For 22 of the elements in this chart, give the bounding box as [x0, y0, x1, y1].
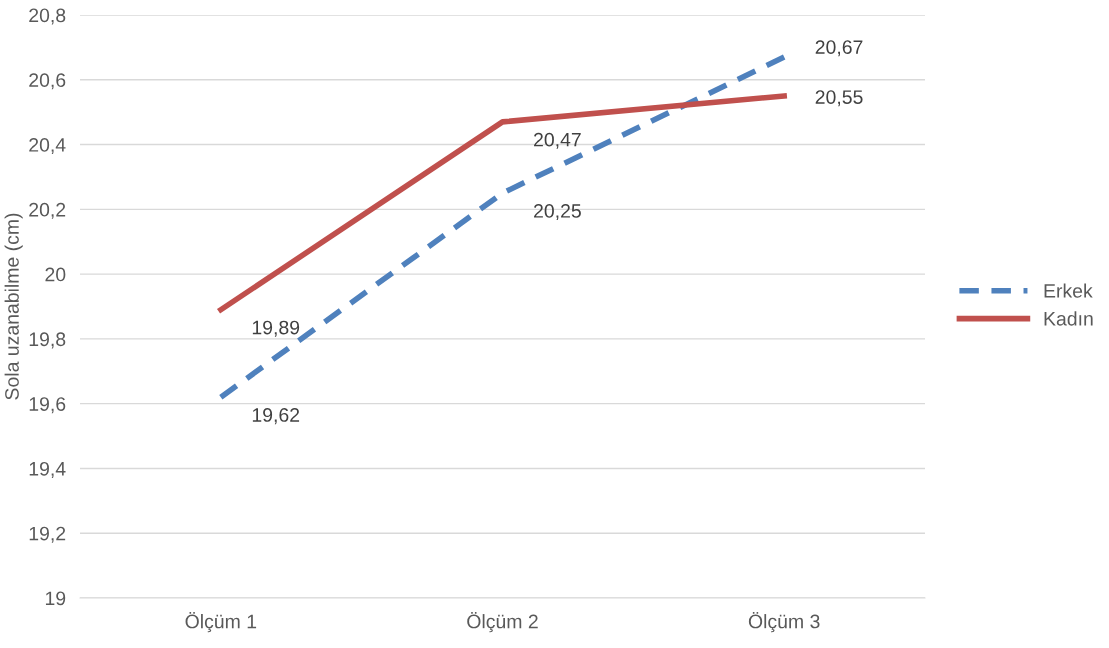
data-label: 19,89: [252, 320, 300, 337]
x-tick-label: Ölçüm 2: [467, 611, 538, 633]
y-tick-label: 19,4: [29, 461, 66, 478]
data-label: 20,25: [534, 204, 581, 221]
y-tick-label: 19,6: [29, 397, 66, 414]
data-label: 19,62: [252, 408, 300, 425]
y-tick-label: 19: [45, 591, 66, 606]
y-tick-label: 19,2: [29, 526, 66, 543]
y-tick-label: 19,8: [29, 332, 66, 349]
legend-label: Kadın: [1044, 311, 1093, 326]
y-tick-label: 20: [45, 267, 66, 282]
legend-label: Erkek: [1044, 283, 1093, 298]
y-tick-label: 20,6: [29, 73, 66, 90]
data-label: 20,47: [534, 132, 581, 149]
x-tick-label: Ölçüm 1: [185, 611, 257, 633]
x-tick-label: Ölçüm 3: [748, 611, 820, 633]
data-label: 20,55: [815, 90, 863, 107]
y-axis-title: Sola uzanabilme (cm): [4, 213, 23, 400]
y-tick-label: 20,8: [29, 8, 66, 25]
y-tick-label: 20,2: [29, 202, 66, 219]
y-tick-label: 20,4: [29, 138, 66, 155]
data-label: 20,67: [815, 40, 863, 57]
